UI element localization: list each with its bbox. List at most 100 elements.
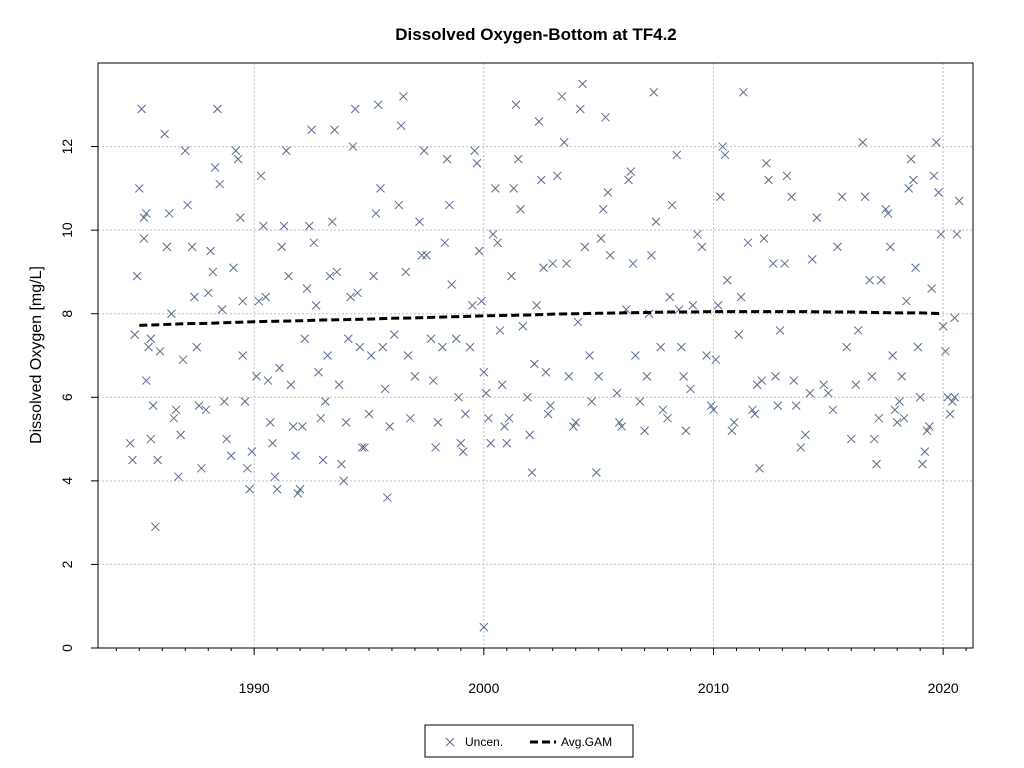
data-point [190, 292, 199, 302]
data-point-stroke [486, 438, 496, 448]
data-point [665, 292, 675, 302]
data-point-stroke [433, 418, 443, 427]
data-point [286, 380, 296, 390]
data-point-stroke [481, 388, 491, 398]
data-point-stroke [410, 372, 420, 381]
data-point-stroke [263, 376, 273, 385]
data-point-stroke [137, 104, 146, 114]
legend-marker-uncen [445, 737, 455, 747]
data-point [573, 317, 583, 327]
data-point [380, 384, 390, 394]
data-point-stroke [676, 342, 686, 352]
data-point [780, 259, 790, 268]
data-point [194, 401, 204, 410]
data-point [768, 259, 778, 268]
data-point [240, 397, 250, 406]
data-point-stroke [527, 468, 537, 477]
data-point [484, 413, 493, 423]
data-point [486, 438, 496, 448]
data-point [881, 204, 891, 214]
data-point [534, 117, 544, 126]
data-point-stroke [511, 100, 521, 110]
data-point [281, 146, 291, 156]
data-point [936, 229, 946, 239]
data-point [846, 434, 856, 444]
data-point [378, 342, 388, 352]
data-point [353, 288, 362, 298]
data-point [947, 397, 957, 406]
data-point-stroke [183, 200, 192, 210]
data-point-stroke [339, 476, 349, 486]
data-point-stroke [693, 229, 702, 239]
data-point-stroke [720, 150, 730, 160]
data-point-stroke [405, 413, 415, 423]
data-point-stroke [139, 234, 149, 243]
data-point [628, 259, 638, 268]
data-point [309, 238, 319, 248]
data-point-stroke [929, 171, 939, 181]
data-point-stroke [428, 376, 438, 385]
data-point-stroke [206, 246, 215, 256]
data-point [904, 184, 914, 193]
data-point-stroke [298, 422, 307, 431]
data-point-stroke [738, 87, 748, 97]
data-point-stroke [139, 213, 149, 222]
data-point-stroke [534, 117, 544, 126]
data-point-stroke [275, 363, 284, 373]
data-point [523, 392, 532, 402]
data-point-stroke [164, 209, 174, 218]
data-point [203, 288, 213, 298]
data-point-stroke [757, 376, 767, 385]
data-point [284, 271, 293, 281]
data-point-stroke [295, 484, 305, 494]
data-point-stroke [502, 438, 512, 448]
data-point [918, 459, 927, 469]
data-point-stroke [153, 455, 163, 465]
data-point [842, 342, 852, 352]
data-point-stroke [906, 154, 916, 164]
data-point [883, 209, 893, 218]
data-point [667, 200, 677, 210]
scatter-points [125, 79, 964, 632]
data-point [304, 221, 314, 231]
data-point [137, 104, 146, 114]
data-point [461, 409, 470, 419]
data-point-stroke [277, 242, 287, 252]
data-point-stroke [438, 342, 447, 352]
data-point-stroke [268, 438, 277, 448]
data-point-stroke [231, 146, 241, 156]
data-point-stroke [456, 438, 466, 448]
data-point [141, 209, 151, 218]
data-point-stroke [800, 430, 810, 440]
data-point-stroke [281, 146, 291, 156]
data-point [261, 292, 271, 302]
data-point [812, 213, 822, 222]
data-point-stroke [369, 271, 378, 281]
data-point [472, 158, 482, 168]
data-point-stroke [240, 397, 250, 406]
data-point [210, 163, 220, 172]
data-point-stroke [236, 213, 245, 222]
data-point-stroke [415, 217, 424, 227]
data-point [132, 271, 142, 281]
data-point [314, 367, 323, 377]
data-point-stroke [858, 138, 868, 147]
data-point [403, 351, 413, 360]
data-point [357, 443, 367, 452]
data-point [311, 301, 321, 310]
data-point [217, 305, 227, 314]
data-point [697, 242, 707, 252]
data-point [272, 484, 282, 494]
data-point [775, 326, 785, 335]
data-point-stroke [649, 87, 659, 97]
data-point-stroke [341, 418, 351, 427]
data-point-stroke [318, 455, 328, 465]
data-point-stroke [596, 234, 606, 243]
data-point [265, 418, 275, 427]
data-point-stroke [259, 221, 268, 231]
data-point [869, 434, 879, 444]
data-point [525, 430, 535, 440]
data-point-stroke [334, 380, 344, 390]
data-point-stroke [525, 430, 535, 440]
